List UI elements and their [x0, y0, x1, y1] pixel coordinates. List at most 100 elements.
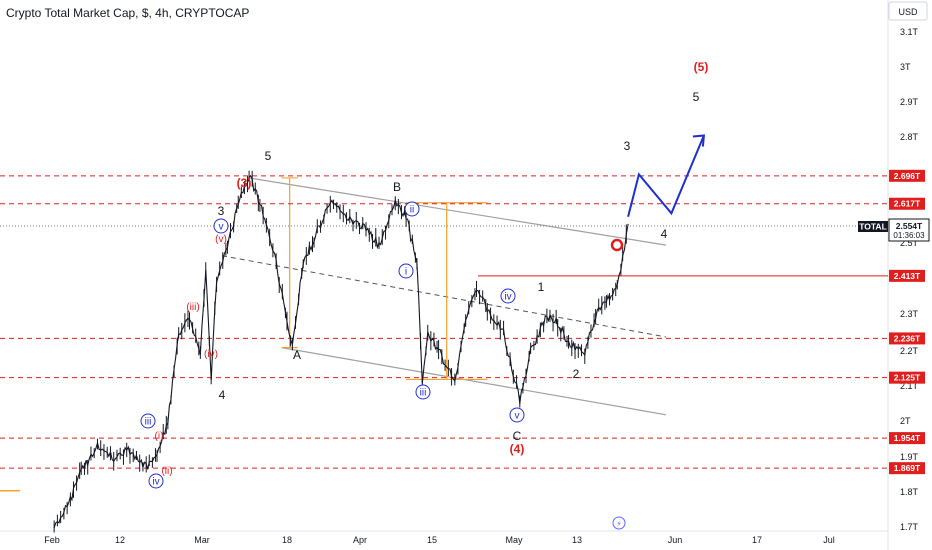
- price-tick: 2.9T: [900, 97, 919, 107]
- wave-label: 5: [693, 90, 700, 104]
- wave-label: 5: [265, 149, 272, 163]
- wave-label: (3): [237, 176, 252, 190]
- wave-label: 1: [538, 280, 545, 294]
- price-series: [53, 170, 629, 533]
- price-tick: 3.1T: [900, 27, 919, 37]
- wave-labels-red: (3) (4) (5): [237, 60, 709, 456]
- current-price-box: [888, 218, 930, 242]
- left-edge-marker: [0, 490, 20, 492]
- wave-label: (5): [694, 60, 709, 74]
- price-tick: 1.7T: [900, 522, 919, 532]
- time-tick: May: [505, 535, 523, 545]
- projection-path: [627, 134, 706, 218]
- level-tag: [889, 269, 925, 282]
- time-tick: Feb: [44, 535, 60, 545]
- price-tick: 2.1T: [900, 381, 919, 391]
- wave-label: 3: [218, 204, 225, 218]
- fib-boxes: [281, 177, 488, 381]
- channel-line: [248, 177, 667, 246]
- wave-label: i: [405, 267, 407, 278]
- current-price-tag: [858, 221, 888, 232]
- price-tick: 1.9T: [900, 452, 919, 462]
- wave-label: iv: [504, 292, 511, 303]
- price-ticks: 3.1T 3T 2.9T 2.8T 2.5T 2.3T 2.2T 2.1T 2T…: [900, 27, 919, 532]
- wave-label: (iii): [186, 302, 199, 313]
- lightning-icon[interactable]: [612, 516, 626, 530]
- channel-lines: [221, 177, 667, 416]
- level-tag: [889, 432, 925, 445]
- wave-label: iii: [145, 417, 152, 428]
- current-price-symbol: TOTAL: [859, 222, 887, 232]
- level-lines: 2.696T 2.617T 2.413T 2.236T 2.125T 1.954T 1.86…: [0, 169, 925, 475]
- level-tag: [889, 169, 925, 182]
- price-tick: 2T: [900, 416, 911, 426]
- wave-label: v: [515, 411, 520, 422]
- blue-wave-circle: [509, 407, 525, 423]
- time-tick: 17: [752, 535, 762, 545]
- wave-labels-red-small: (i) (ii) (iii) (iv) (v): [155, 234, 227, 477]
- level-tag: [889, 197, 925, 210]
- blue-wave-circle: [213, 218, 229, 234]
- time-ticks: Feb 12 Mar 18 Apr 15 May 13 Jun 17 Jul: [44, 535, 835, 545]
- price-line: [53, 174, 629, 528]
- blue-wave-circle: [415, 384, 431, 400]
- lightning-glyph: ⚡: [616, 520, 622, 529]
- wave-label: 3: [624, 139, 631, 153]
- level-value: 2.413T: [894, 271, 921, 281]
- price-tick: 2.5T: [900, 238, 919, 248]
- blue-wave-circle: [404, 201, 420, 217]
- wave-label: 4: [219, 388, 226, 402]
- channel-line: [281, 347, 667, 416]
- time-tick: Jul: [823, 535, 835, 545]
- level-tag: [889, 332, 925, 345]
- time-tick: Jun: [668, 535, 683, 545]
- current-price-countdown: 01:36:03: [893, 231, 925, 240]
- wave-label: (ii): [161, 466, 172, 477]
- time-tick: Mar: [194, 535, 210, 545]
- level-value: 1.954T: [894, 433, 921, 443]
- wave-label: (4): [510, 442, 525, 456]
- level-tag: [889, 462, 925, 475]
- time-tick: 13: [572, 535, 582, 545]
- wave-label: 4: [661, 227, 668, 241]
- wave-label: A: [293, 348, 301, 362]
- wave-labels-blue: i ii iii iv v iii iv v: [140, 201, 525, 489]
- wave-label: iii: [420, 388, 427, 399]
- current-price-value: 2.554T: [896, 221, 923, 231]
- price-tick: 2.2T: [900, 346, 919, 356]
- blue-wave-circle: [500, 288, 516, 304]
- price-tick: 2.3T: [900, 309, 919, 319]
- blue-wave-circle: [140, 413, 156, 429]
- level-value: 1.869T: [894, 463, 921, 473]
- wave-label: B: [393, 180, 401, 194]
- wave-labels-black: 3 4 5 A B C 1 2 3 4 5: [218, 90, 700, 443]
- projection-line: [627, 135, 705, 218]
- level-value: 2.696T: [894, 171, 921, 181]
- wave-label: ii: [410, 205, 414, 216]
- wave-label: (i): [155, 431, 164, 442]
- wave-label: C: [513, 429, 522, 443]
- level-value: 2.236T: [894, 333, 921, 343]
- price-tick: 2.8T: [900, 132, 919, 142]
- time-tick: Apr: [353, 535, 367, 545]
- currency-box[interactable]: [888, 1, 928, 21]
- time-tick: 18: [282, 535, 292, 545]
- blue-wave-circle: [148, 473, 164, 489]
- time-tick: 12: [115, 535, 125, 545]
- chart-title: Crypto Total Market Cap, $, 4h, CRYPTOCA…: [6, 6, 250, 20]
- breakout-marker: [610, 238, 624, 252]
- mid-channel-line: [221, 255, 667, 338]
- wave-label: 2: [573, 367, 580, 381]
- blue-wave-circle: [398, 263, 414, 279]
- level-value: 2.617T: [894, 199, 921, 209]
- projection-arrowhead: [692, 134, 706, 147]
- time-tick: 15: [427, 535, 437, 545]
- wave-label: (v): [215, 234, 227, 245]
- price-tick: 1.8T: [900, 487, 919, 497]
- price-tick: 3T: [900, 62, 911, 72]
- wave-label: v: [219, 222, 224, 233]
- wave-label: iv: [152, 477, 159, 488]
- wave-label: (iv): [204, 349, 218, 360]
- level-value: 2.125T: [894, 373, 921, 383]
